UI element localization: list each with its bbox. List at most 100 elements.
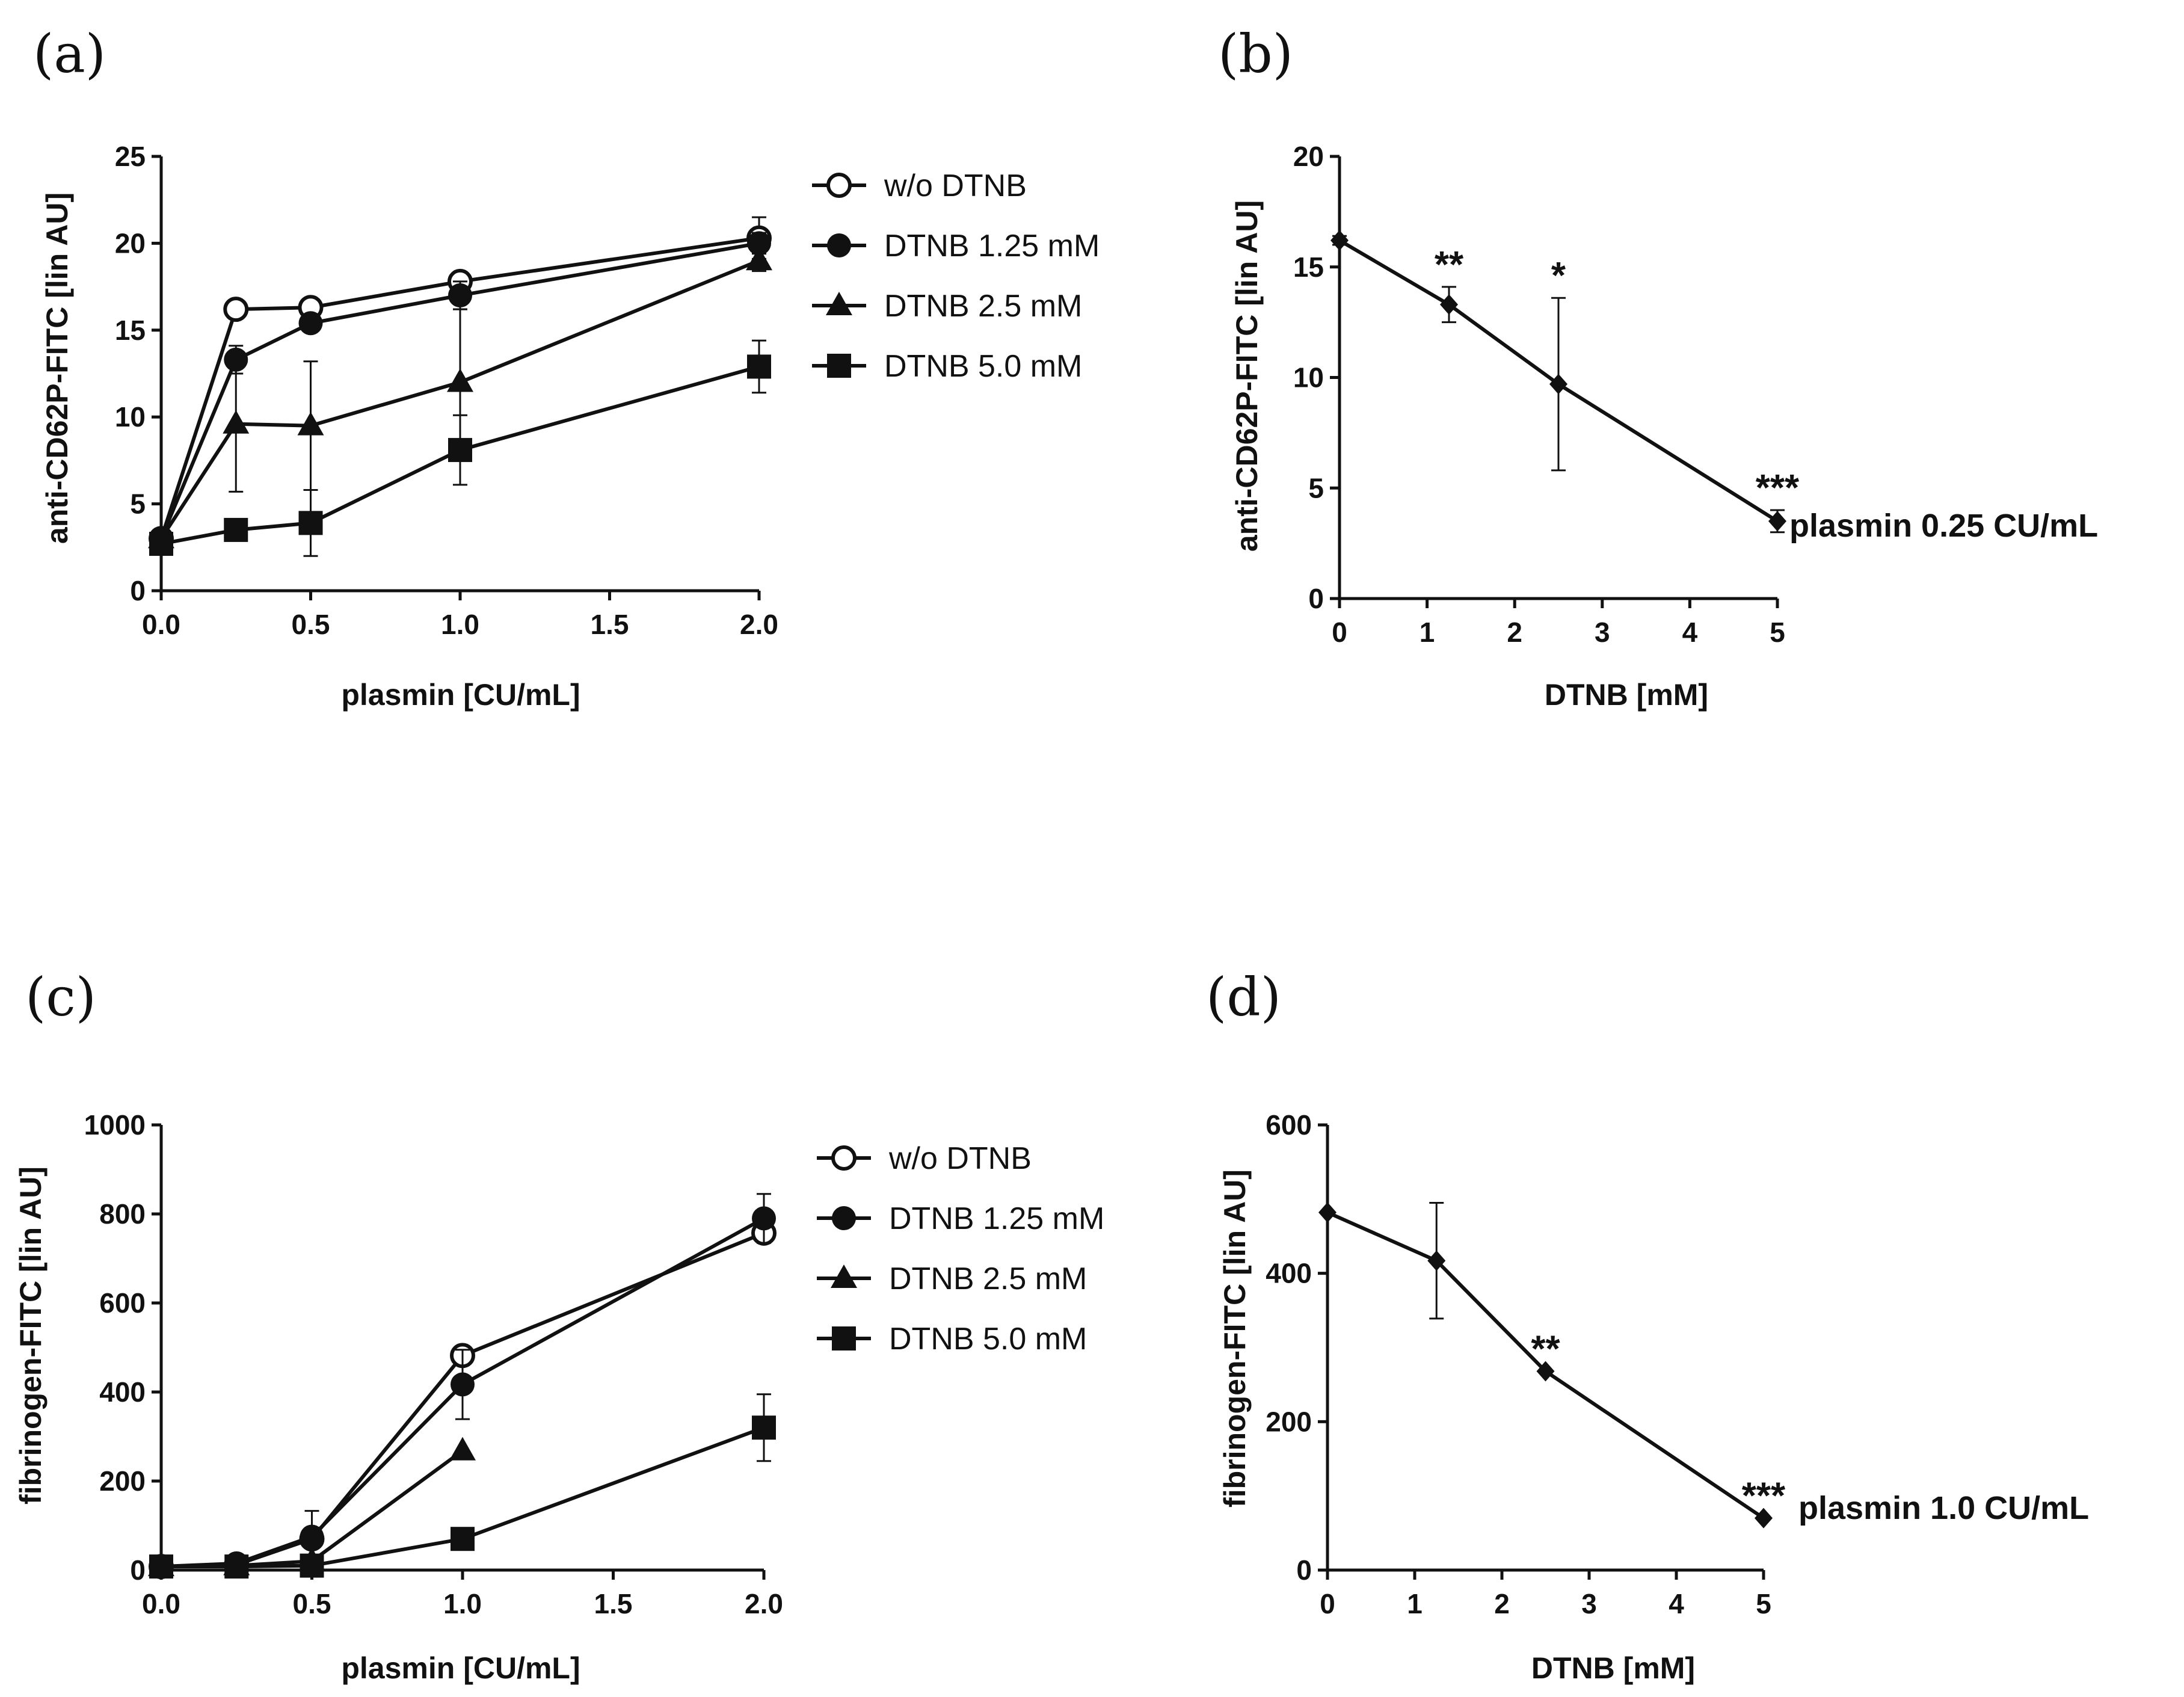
legend-label: DTNB 1.25 mM — [884, 229, 1100, 263]
data-point — [448, 438, 472, 463]
legend-label: w/o DTNB — [888, 1141, 1032, 1176]
y-tick-label: 1000 — [84, 1109, 146, 1141]
data-point — [1440, 294, 1458, 315]
x-tick-label: 5 — [1770, 617, 1785, 648]
x-tick-label: 0 — [1332, 617, 1347, 648]
y-tick-label: 5 — [130, 488, 146, 520]
legend-label: DTNB 1.25 mM — [889, 1201, 1104, 1236]
data-point — [1427, 1250, 1446, 1271]
y-tick-label: 0 — [130, 575, 146, 606]
x-tick-label: 2.0 — [740, 609, 778, 640]
y-tick-label: 15 — [1293, 251, 1324, 283]
data-point — [300, 1524, 324, 1549]
legend-label: DTNB 2.5 mM — [889, 1261, 1087, 1296]
data-point — [447, 368, 473, 392]
y-axis-title: anti-CD62P-FITC [lin AU] — [40, 192, 74, 544]
data-point — [448, 283, 472, 308]
x-tick-label: 1.5 — [591, 609, 629, 640]
significance-label: *** — [1756, 467, 1800, 509]
y-tick-label: 20 — [115, 227, 146, 259]
x-tick-label: 2 — [1507, 617, 1522, 648]
data-point — [747, 354, 771, 379]
data-point — [149, 532, 173, 556]
legend-label: DTNB 5.0 mM — [884, 349, 1082, 384]
legend-marker — [831, 1145, 857, 1171]
condition-annotation: plasmin 1.0 CU/mL — [1798, 1490, 2089, 1526]
significance-label: * — [1551, 255, 1566, 297]
data-point — [1755, 1508, 1773, 1529]
data-point — [300, 1553, 324, 1578]
x-tick-label: 0.5 — [293, 1588, 331, 1619]
x-tick-label: 5 — [1756, 1588, 1771, 1619]
legend-label: DTNB 5.0 mM — [889, 1322, 1087, 1357]
panel-label: (d) — [1206, 966, 1281, 1028]
legend-marker — [827, 233, 851, 257]
significance-label: ** — [1531, 1328, 1560, 1370]
y-tick-label: 200 — [1266, 1406, 1312, 1437]
x-axis-title: DTNB [mM] — [1545, 678, 1708, 712]
y-tick-label: 400 — [99, 1376, 146, 1408]
data-point — [223, 297, 249, 322]
data-point — [1549, 374, 1567, 395]
data-point — [746, 247, 772, 271]
y-tick-label: 600 — [99, 1287, 146, 1319]
x-tick-label: 1.0 — [441, 609, 479, 640]
condition-annotation: plasmin 0.25 CU/mL — [1789, 508, 2098, 544]
panel-label: (a) — [33, 23, 106, 85]
series-line — [1326, 1210, 1765, 1520]
y-tick-label: 600 — [1266, 1109, 1312, 1141]
x-tick-label: 1.5 — [594, 1588, 633, 1619]
x-tick-label: 0.5 — [292, 609, 330, 640]
data-point — [451, 1372, 475, 1397]
y-tick-label: 10 — [115, 401, 146, 433]
x-tick-label: 0.0 — [142, 1588, 180, 1619]
y-tick-label: 0 — [1296, 1554, 1312, 1586]
x-axis-title: plasmin [CU/mL] — [341, 678, 580, 712]
data-point — [298, 311, 323, 336]
significance-label: *** — [1742, 1476, 1786, 1517]
y-axis-title: anti-CD62P-FITC [lin AU] — [1230, 200, 1264, 552]
data-point — [224, 1554, 249, 1579]
y-axis-title: fibrinogen-FITC [lin AU] — [14, 1166, 48, 1505]
x-tick-label: 3 — [1595, 617, 1610, 648]
series-line — [1338, 239, 1779, 523]
data-point — [1536, 1361, 1555, 1382]
legend-label: w/o DTNB — [884, 168, 1027, 203]
x-tick-label: 4 — [1682, 617, 1698, 648]
x-tick-label: 4 — [1669, 1588, 1684, 1619]
panel-c: (c) 0 200 400 600 800 1000 0.0 0.5 1.0 1.5 2.0 w/o … — [14, 966, 1104, 1685]
data-point — [297, 411, 324, 436]
x-tick-label: 2 — [1494, 1588, 1510, 1619]
data-point — [752, 1206, 776, 1231]
panel-label: (c) — [25, 966, 96, 1028]
legend-marker — [826, 173, 852, 198]
x-tick-label: 3 — [1581, 1588, 1597, 1619]
y-tick-label: 10 — [1293, 362, 1324, 393]
data-point — [451, 1527, 475, 1551]
y-tick-label: 200 — [99, 1465, 146, 1497]
legend-marker — [827, 354, 851, 378]
panel-a: (a) 0 5 10 15 20 25 0.0 0.5 1.0 1.5 2.0 w/o DTNB DTN… — [33, 23, 1100, 712]
y-tick-label: 0 — [130, 1554, 146, 1586]
y-tick-label: 800 — [99, 1198, 146, 1230]
legend-marker — [831, 1264, 857, 1288]
data-point — [149, 1554, 173, 1579]
data-point — [752, 1415, 776, 1440]
data-point — [224, 517, 248, 542]
data-point — [449, 1437, 476, 1461]
data-point — [1318, 1202, 1337, 1223]
data-point — [298, 511, 323, 535]
x-tick-label: 1 — [1407, 1588, 1423, 1619]
x-axis-title: DTNB [mM] — [1531, 1651, 1695, 1685]
x-tick-label: 0.0 — [142, 609, 180, 640]
legend-marker — [826, 292, 852, 315]
x-tick-label: 2.0 — [745, 1588, 783, 1619]
panel-label: (b) — [1218, 23, 1293, 85]
data-point — [1330, 230, 1349, 251]
y-tick-label: 20 — [1293, 141, 1324, 172]
y-tick-label: 5 — [1308, 472, 1324, 504]
y-tick-label: 400 — [1266, 1258, 1312, 1289]
